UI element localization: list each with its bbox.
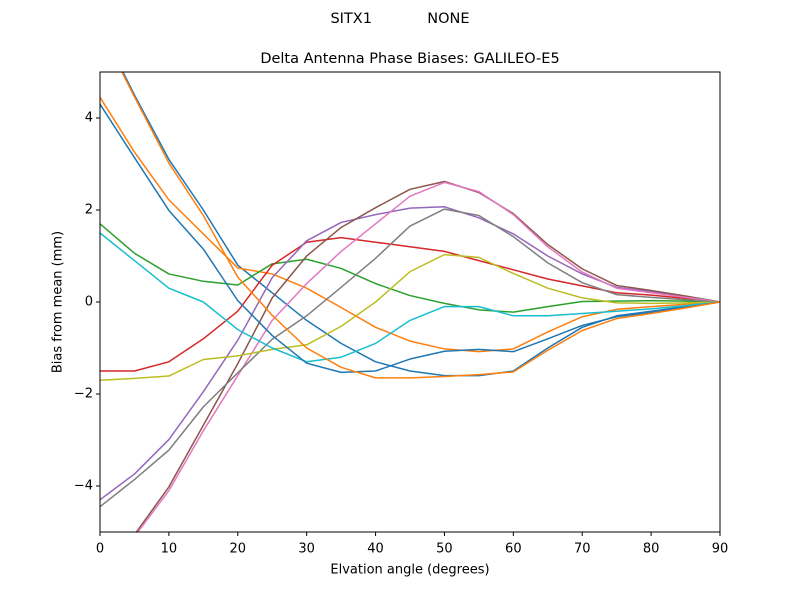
y-tick-label: −2 (74, 387, 93, 402)
series-line (122, 72, 720, 377)
x-axis-label: Elvation angle (degrees) (330, 563, 489, 578)
x-tick-label: 40 (367, 542, 384, 557)
series-line (135, 180, 720, 532)
y-tick-label: 0 (85, 295, 93, 310)
series-line (100, 253, 720, 381)
x-tick-label: 60 (505, 542, 522, 557)
series-line (100, 236, 720, 372)
x-tick-label: 20 (230, 542, 247, 557)
x-tick-label: 10 (161, 542, 178, 557)
y-tick-label: 4 (85, 111, 93, 126)
x-tick-label: 50 (436, 542, 453, 557)
x-tick-label: 30 (298, 542, 315, 557)
x-tick-label: 0 (96, 542, 104, 557)
series-line (100, 103, 720, 374)
series-line (100, 96, 720, 353)
suptitle: SITX1 NONE (330, 11, 469, 27)
series-line (136, 181, 720, 532)
series-line (100, 208, 720, 508)
plot-area (100, 72, 720, 532)
y-tick-label: −4 (74, 479, 93, 494)
x-tick-label: 90 (712, 542, 729, 557)
series-line (121, 72, 720, 379)
y-tick-label: 2 (85, 203, 93, 218)
series-line (100, 206, 720, 501)
chart-title: Delta Antenna Phase Biases: GALILEO-E5 (260, 51, 559, 67)
series-line (100, 223, 720, 313)
x-tick-label: 80 (643, 542, 660, 557)
series-line (100, 232, 720, 363)
y-axis-label: Bias from mean (mm) (51, 231, 66, 373)
x-tick-label: 70 (574, 542, 591, 557)
